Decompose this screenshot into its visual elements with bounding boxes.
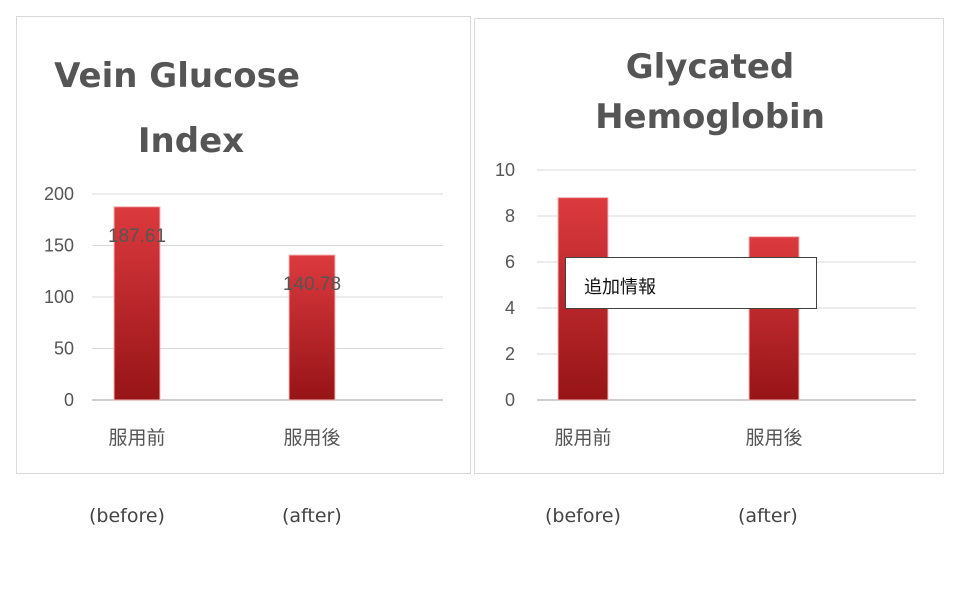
caption-right-after: (after) (738, 505, 798, 527)
caption-left-after: (after) (282, 505, 342, 527)
left-data-label-1: 140.78 (283, 274, 341, 295)
hba1c-chart: Glycated Hemoglobin 0 2 4 6 8 10 服用前 服用後 (495, 47, 916, 449)
glucose-chart-panel: Vein Glucose Index 0 50 100 150 200 服用前 187.61… (16, 16, 471, 474)
left-category-label-0: 服用前 (108, 427, 165, 449)
additional-info-box: 追加情報 (565, 257, 817, 309)
left-category-label-1: 服用後 (283, 427, 340, 449)
left-ytick-label: 150 (44, 236, 74, 256)
left-data-label-0: 187.61 (108, 226, 166, 247)
right-ytick-label: 2 (505, 344, 515, 364)
hba1c-title-line-1: Glycated (626, 47, 794, 87)
left-ytick-label: 200 (44, 184, 74, 204)
glucose-title-line-1: Vein Glucose (54, 56, 300, 96)
right-category-label-0: 服用前 (554, 427, 611, 449)
hba1c-title-line-2: Hemoglobin (595, 97, 825, 137)
caption-right-before: (before) (545, 505, 621, 527)
right-category-label-1: 服用後 (745, 427, 802, 449)
left-ytick-label: 50 (54, 339, 74, 359)
left-bar-1 (288, 254, 336, 401)
left-bar-0 (113, 206, 161, 401)
glucose-chart: Vein Glucose Index 0 50 100 150 200 服用前 187.61… (44, 56, 443, 449)
left-ytick-label: 0 (64, 390, 74, 410)
glucose-title-line-2: Index (138, 121, 244, 161)
left-ytick-label: 100 (44, 287, 74, 307)
right-ytick-label: 8 (505, 206, 515, 226)
hba1c-chart-panel: Glycated Hemoglobin 0 2 4 6 8 10 服用前 服用後 (474, 18, 944, 474)
caption-left-before: (before) (89, 505, 165, 527)
right-ytick-label: 6 (505, 252, 515, 272)
right-ytick-label: 4 (505, 298, 515, 318)
right-ytick-label: 0 (505, 390, 515, 410)
right-ytick-label: 10 (495, 160, 515, 180)
